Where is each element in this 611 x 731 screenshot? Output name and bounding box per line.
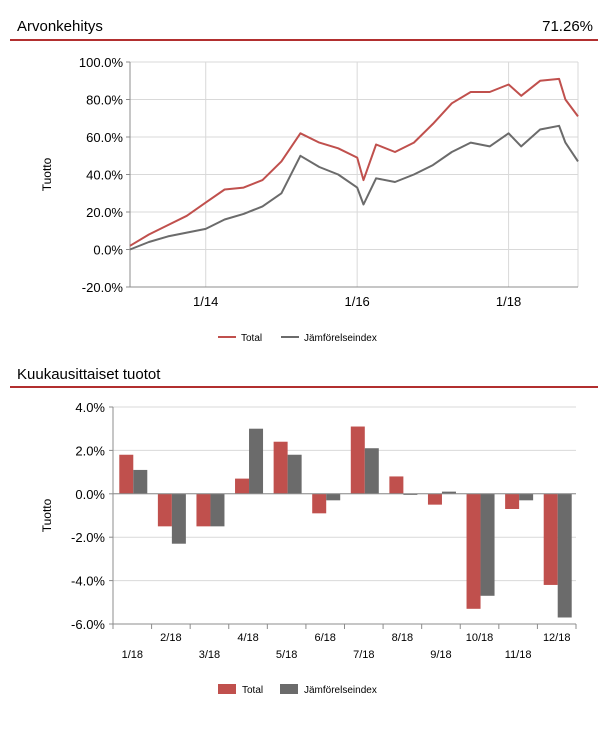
x-tick-label: 9/18: [430, 649, 451, 661]
x-tick-label: 11/18: [505, 649, 532, 661]
bar-benchmark: [519, 493, 534, 501]
bar-chart: 4.0% 2.0% 0.0% -2.0% -4.0% -6.0% Tuotto 1/18 2/1…: [40, 400, 577, 696]
y-tick-label: -4.0%: [71, 574, 105, 589]
x-tick-label: 1/18: [122, 649, 143, 661]
bar-benchmark: [441, 491, 456, 494]
bar-benchmark: [403, 493, 418, 495]
line-chart: 100.0% 80.0% 60.0% 40.0% 20.0% 0.0% -20.0% 1/14…: [40, 55, 579, 344]
performance-value: 71.26%: [542, 18, 593, 35]
legend-label: Jämförelseindex: [304, 685, 377, 696]
bar-benchmark: [557, 493, 572, 618]
x-tick-label: 1/14: [193, 294, 218, 309]
x-tick-label: 3/18: [199, 649, 220, 661]
legend-swatch: [218, 684, 236, 694]
x-tick-label: 8/18: [392, 632, 413, 644]
bar-total: [427, 493, 442, 505]
y-tick-label: 20.0%: [86, 205, 123, 220]
bar-total: [235, 478, 250, 494]
bar-total: [466, 493, 481, 609]
y-axis-label: Tuotto: [40, 157, 54, 191]
series-line-total: [129, 77, 579, 247]
bar-benchmark: [326, 493, 341, 501]
bar-total: [312, 493, 327, 514]
x-tick-label: 4/18: [237, 632, 258, 644]
bar-total: [196, 493, 211, 527]
bar-benchmark: [171, 493, 186, 544]
bar-total: [273, 441, 288, 494]
x-tick-label: 2/18: [160, 632, 181, 644]
y-tick-label: 2.0%: [75, 443, 105, 458]
bar-total: [389, 476, 404, 494]
legend-label: Total: [241, 333, 262, 344]
x-tick-label: 10/18: [466, 632, 494, 644]
bar-benchmark: [210, 493, 225, 527]
legend-label: Total: [242, 685, 263, 696]
bar-total: [543, 493, 558, 585]
y-tick-label: -20.0%: [82, 280, 124, 295]
bar-total: [157, 493, 172, 527]
legend-swatch: [280, 684, 298, 694]
y-tick-label: -2.0%: [71, 530, 105, 545]
y-tick-label: 0.0%: [93, 243, 123, 258]
bar-benchmark: [364, 448, 379, 494]
performance-divider: [10, 39, 598, 41]
x-tick-label: 1/18: [496, 294, 521, 309]
bar-benchmark: [249, 428, 264, 494]
y-tick-label: 40.0%: [86, 168, 123, 183]
series-line-benchmark: [129, 124, 579, 251]
monthly-title: Kuukausittaiset tuotot: [17, 366, 161, 383]
y-tick-label: -6.0%: [71, 617, 105, 632]
bar-benchmark: [287, 454, 302, 494]
y-tick-label: 4.0%: [75, 400, 105, 415]
y-tick-label: 0.0%: [75, 487, 105, 502]
y-tick-label: 100.0%: [79, 55, 124, 70]
x-tick-label: 1/16: [344, 294, 369, 309]
x-tick-label: 7/18: [353, 649, 374, 661]
bar-total: [350, 426, 365, 494]
y-tick-label: 80.0%: [86, 93, 123, 108]
x-tick-label: 5/18: [276, 649, 297, 661]
y-tick-label: 60.0%: [86, 130, 123, 145]
x-tick-label: 12/18: [543, 632, 571, 644]
bar-total: [119, 454, 134, 494]
monthly-divider: [10, 386, 598, 388]
performance-title: Arvonkehitys: [17, 18, 103, 35]
legend-label: Jämförelseindex: [304, 333, 377, 344]
bar-benchmark: [480, 493, 495, 596]
bar-benchmark: [133, 469, 148, 494]
bar-total: [505, 493, 520, 509]
y-axis-label: Tuotto: [40, 498, 54, 532]
x-tick-label: 6/18: [314, 632, 335, 644]
